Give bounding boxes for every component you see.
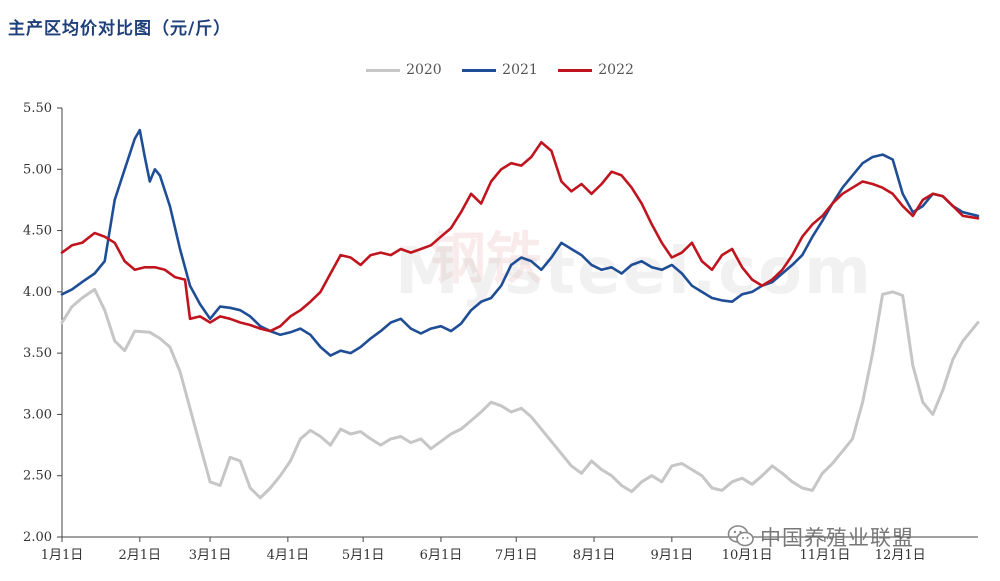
chart-title: 主产区均价对比图（元/斤）: [8, 19, 232, 39]
y-tick-label: 2.00: [23, 530, 52, 545]
y-tick-label: 2.50: [23, 469, 52, 484]
legend-swatch-2022: [558, 68, 593, 72]
x-tick-label: 12月1日: [875, 548, 926, 563]
chart-legend: 2020 2021 2022: [0, 62, 1000, 78]
legend-label-2020: 2020: [406, 62, 442, 78]
legend-item-2022[interactable]: 2022: [558, 62, 634, 78]
x-tick-label: 6月1日: [420, 548, 463, 563]
x-tick-label: 4月1日: [267, 548, 310, 563]
series-line-2021: [60, 128, 980, 357]
y-tick-label: 4.00: [23, 285, 52, 300]
series-line-2020: [60, 287, 980, 500]
chart-axes: 2.00 2.50 3.00 3.50 4.00 4.50 5.00 5.50 1月1日 2月1日…: [23, 101, 978, 563]
legend-item-2020[interactable]: 2020: [366, 62, 442, 78]
watermark-text: Mysteel.com: [395, 235, 873, 309]
x-tick-label: 7月1日: [495, 548, 538, 563]
series-line-2022: [60, 141, 980, 333]
legend-item-2021[interactable]: 2021: [462, 62, 538, 78]
wechat-icon: [727, 525, 754, 547]
y-tick-label: 4.50: [23, 224, 52, 239]
legend-swatch-2020: [366, 68, 401, 72]
x-tick-label: 1月1日: [41, 548, 84, 563]
y-tick-label: 5.50: [23, 101, 52, 116]
x-tick-label: 3月1日: [189, 548, 232, 563]
legend-swatch-2021: [462, 68, 497, 72]
chart-series: [60, 128, 980, 500]
y-tick-label: 5.00: [23, 162, 52, 177]
brand-name: 中国养殖业联盟: [760, 526, 914, 550]
x-tick-label: 8月1日: [573, 548, 616, 563]
legend-label-2021: 2021: [502, 62, 538, 78]
x-tick-label: 10月1日: [722, 548, 773, 563]
x-tick-label: 11月1日: [800, 548, 851, 563]
y-tick-label: 3.50: [23, 346, 52, 361]
y-tick-label: 3.00: [23, 407, 52, 422]
x-tick-label: 9月1日: [651, 548, 694, 563]
x-tick-label: 2月1日: [119, 548, 162, 563]
legend-label-2022: 2022: [598, 62, 634, 78]
x-tick-label: 5月1日: [342, 548, 385, 563]
